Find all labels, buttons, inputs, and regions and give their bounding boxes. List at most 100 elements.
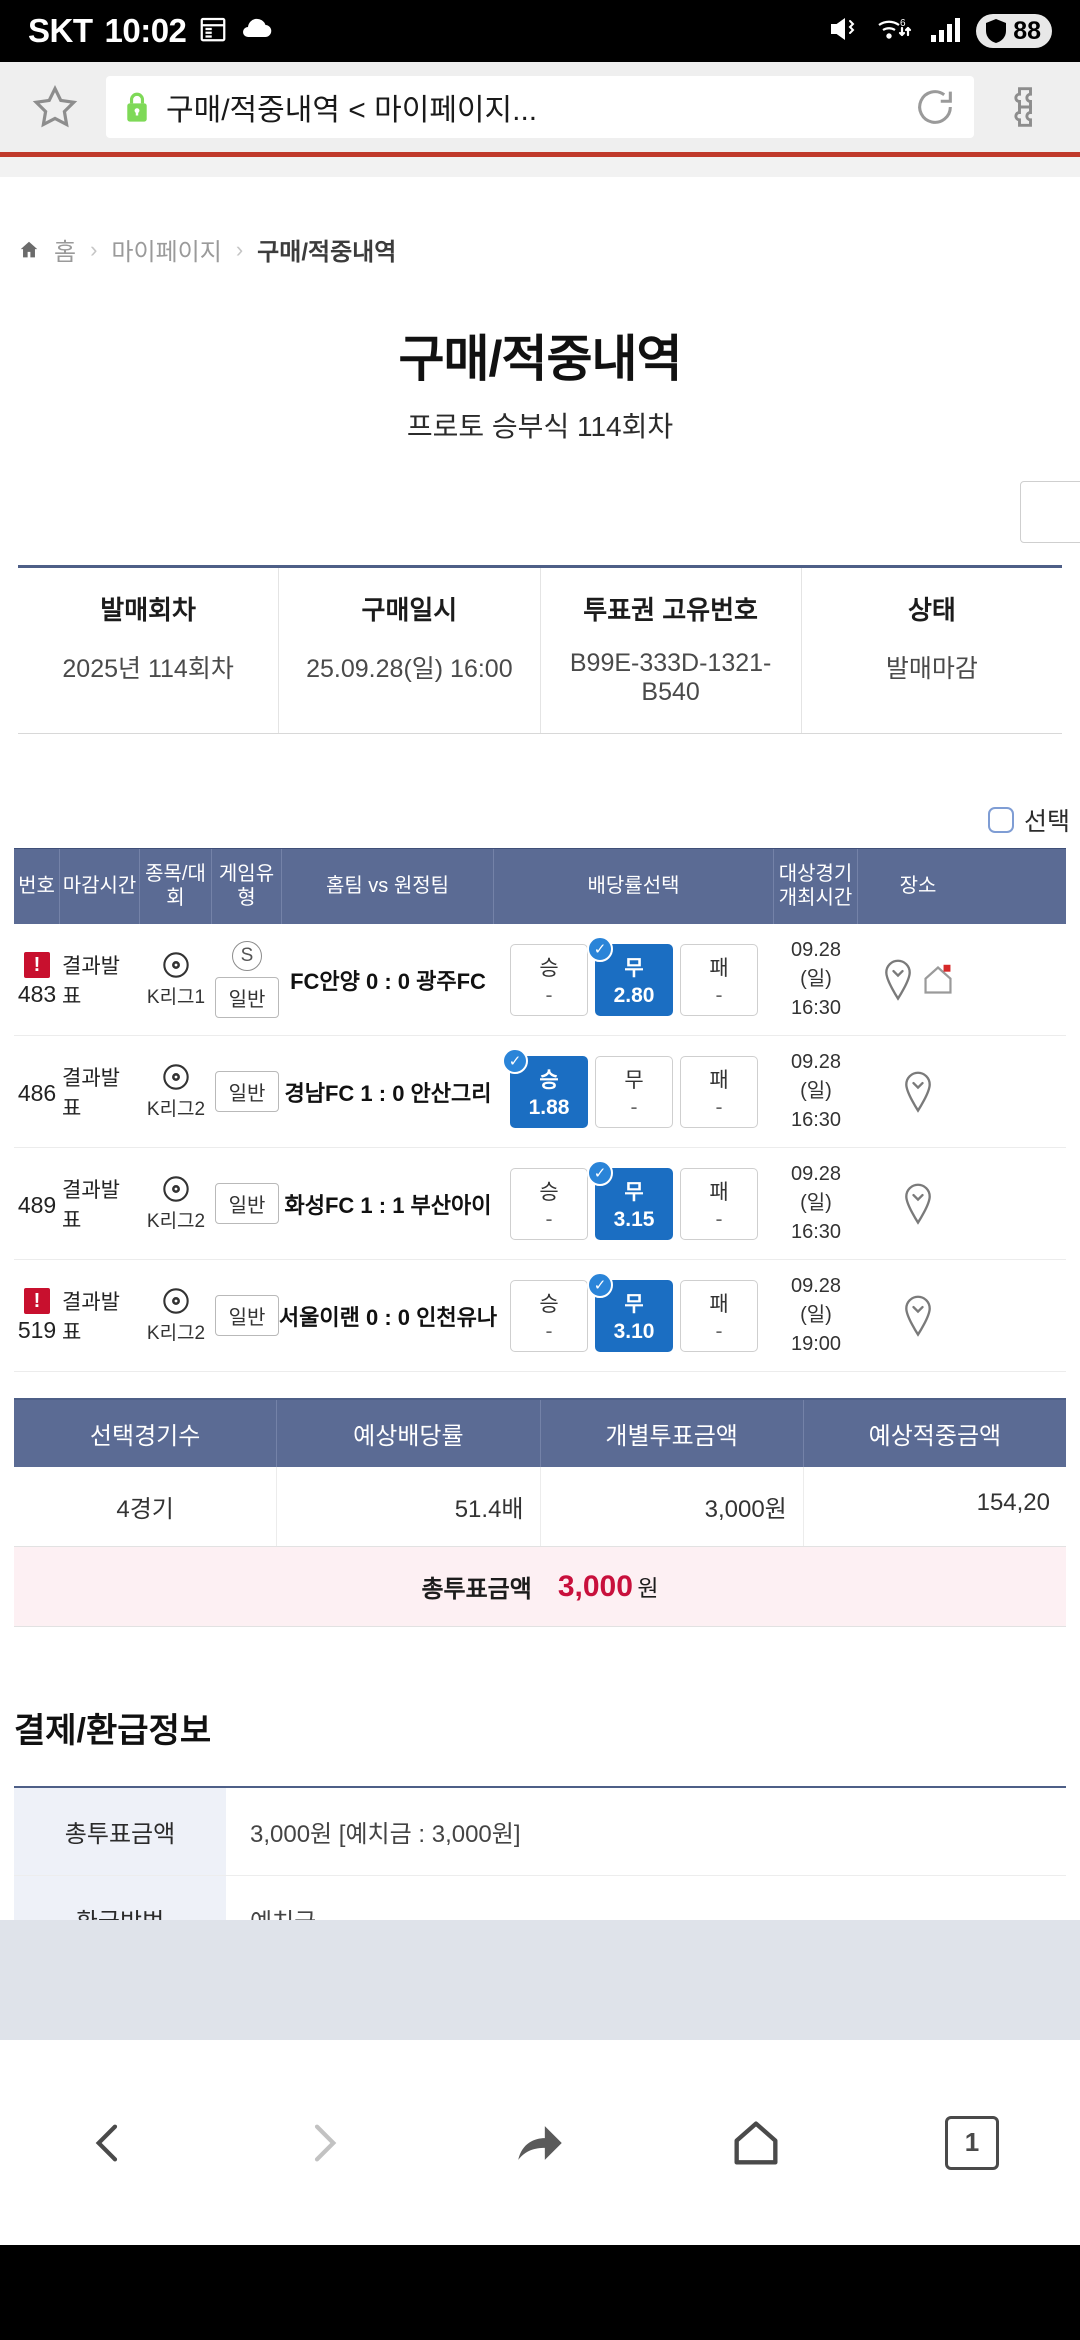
odds-option-승[interactable]: 승-: [510, 1167, 588, 1240]
deadline-text: 결과발표: [62, 1290, 120, 1344]
info-key: 투표권 고유번호: [583, 595, 758, 625]
table-row[interactable]: ! 519 결과발표 K리그2 일반 서울이랜 0 : 0 인천유나 승 - ✓ 무 3.10 패 -0…: [14, 1260, 1066, 1373]
odds-option-승[interactable]: 승-: [510, 1279, 588, 1352]
odds-option-무[interactable]: 무-: [595, 1055, 673, 1128]
cell-deadline: 결과발표: [60, 924, 140, 1035]
col-header-deadline: 마감시간: [60, 849, 140, 925]
battery-level: 88: [1013, 16, 1041, 45]
extensions-button[interactable]: [992, 83, 1058, 131]
home-icon: [20, 241, 38, 257]
cell-gametype: S 일반: [212, 924, 282, 1035]
wifi-6-icon: 6: [876, 14, 916, 48]
cell-no: ! 519: [14, 1260, 60, 1371]
gametype-chip: 일반: [214, 977, 280, 1019]
info-key: 발매회차: [100, 595, 196, 625]
match-date: 09.28 (일): [790, 939, 842, 991]
address-bar[interactable]: 구매/적중내역 < 마이페이지...: [106, 76, 974, 138]
cell-no: ! 483: [14, 924, 60, 1035]
tabs-icon: 1: [945, 2115, 999, 2170]
checkbox-unchecked-icon[interactable]: [987, 807, 1014, 833]
info-value: 발매마감: [885, 655, 978, 683]
odds-option-패[interactable]: 패-: [680, 1055, 758, 1128]
cell-gametype: 일반: [212, 1260, 282, 1371]
forward-button[interactable]: [216, 2115, 432, 2171]
browser-toolbar: 구매/적중내역 < 마이페이지...: [0, 62, 1080, 152]
odds-label: 승: [539, 1180, 559, 1204]
table-row[interactable]: 489 결과발표 K리그2 일반 화성FC 1 : 1 부산아이 승 - ✓ 무 3.15 패 -09…: [14, 1148, 1066, 1261]
calendar-icon: [198, 14, 228, 48]
summary-col-odds: 예상배당률: [277, 1400, 541, 1468]
star-outline-icon: [32, 84, 78, 128]
match-date: 09.28 (일): [790, 1051, 842, 1103]
page-bottom-strip: [0, 1920, 1080, 2040]
summary-value-odds: 51.4배: [277, 1467, 541, 1547]
odds-value: -: [715, 1207, 723, 1231]
special-s-icon: S: [232, 941, 262, 972]
page-header: 구매/적중내역 프로토 승부식 114회차: [0, 319, 1080, 445]
cell-gametype: 일반: [212, 1036, 282, 1147]
summary-value-stake: 3,000원: [541, 1467, 804, 1547]
odds-label: 패: [709, 956, 729, 980]
odds-option-승[interactable]: 승-: [510, 943, 588, 1016]
breadcrumb-item-home[interactable]: 홈: [54, 239, 77, 266]
breadcrumb-item-mypage[interactable]: 마이페이지: [111, 239, 222, 266]
home-button[interactable]: [648, 2114, 864, 2172]
progress-bar: [0, 152, 1080, 157]
odds-option-승[interactable]: ✓ 승 1.88: [502, 1047, 588, 1128]
location-pin-icon: [905, 1295, 931, 1337]
table-row[interactable]: 486 결과발표 K리그2 일반 경남FC 1 : 0 안산그리 ✓ 승 1.88 무 - 패 -09…: [14, 1036, 1066, 1149]
summary-value-games: 4경기: [14, 1467, 278, 1547]
select-all-label: 선택: [1023, 808, 1070, 836]
match-time: 16:30: [790, 1109, 842, 1132]
bookmark-button[interactable]: [22, 83, 88, 131]
info-key: 구매일시: [361, 595, 458, 625]
odds-option-무[interactable]: ✓ 무 2.80: [587, 935, 673, 1016]
summary-value-payout: 154,20: [976, 1489, 1050, 1517]
table-row[interactable]: ! 483 결과발표 K리그1 S 일반 FC안양 0 : 0 광주FC 승 - ✓ 무 2.80 패 -…: [14, 924, 1066, 1037]
teams-text: 화성FC 1 : 1 부산아이: [284, 1192, 492, 1218]
back-button[interactable]: [0, 2115, 216, 2171]
summary-col-payout: 예상적중금액: [868, 1423, 1002, 1451]
payment-section-title: 결제/환급정보: [14, 1712, 212, 1751]
status-bar: SKT 10:02: [0, 0, 1080, 62]
odds-option-패[interactable]: 패-: [680, 1167, 758, 1240]
ticket-info-row: 발매회차 2025년 114회차 구매일시 25.09.28(일) 16:00 …: [18, 568, 1062, 733]
clock-label: 10:02: [104, 12, 187, 49]
summary-col-games: 선택경기수: [14, 1400, 278, 1468]
match-number: 486: [17, 1079, 57, 1106]
odds-value: -: [630, 1095, 638, 1119]
odds-label: 패: [709, 1292, 729, 1316]
total-stake-value: 3,000: [557, 1570, 633, 1604]
cell-place[interactable]: [858, 924, 978, 1035]
odds-value: 3.15: [613, 1207, 655, 1231]
cell-odds: 승 - ✓ 무 3.10 패 -: [494, 1260, 774, 1371]
total-stake-row: 총투표금액 3,000 원: [14, 1547, 1066, 1628]
teams-text: 경남FC 1 : 0 안산그리: [284, 1080, 492, 1106]
match-number: 519: [17, 1316, 57, 1343]
odds-option-패[interactable]: 패-: [680, 943, 758, 1016]
odds-option-무[interactable]: ✓ 무 3.10: [587, 1271, 673, 1352]
soccer-ball-icon: [163, 1287, 189, 1314]
odds-option-무[interactable]: ✓ 무 3.15: [587, 1159, 673, 1240]
top-action-button[interactable]: [1020, 481, 1080, 543]
share-button[interactable]: [432, 2114, 648, 2172]
odds-option-패[interactable]: 패-: [680, 1279, 758, 1352]
deadline-text: 결과발표: [62, 954, 120, 1008]
signal-icon: [930, 15, 962, 47]
odds-label: 승: [539, 1068, 559, 1092]
league-name: K리그2: [146, 1210, 206, 1232]
cell-no: 486: [14, 1036, 60, 1147]
col-header-datetime-l1: 대상경기: [778, 863, 853, 885]
odds-label: 승: [539, 956, 559, 980]
cell-place[interactable]: [858, 1036, 978, 1147]
shield-icon: [986, 19, 1007, 43]
cell-no: 489: [14, 1148, 60, 1259]
cell-place[interactable]: [858, 1148, 978, 1259]
gametype-chip: 일반: [214, 1071, 280, 1113]
tabs-button[interactable]: 1: [864, 2115, 1080, 2170]
select-all-row[interactable]: 선택: [0, 802, 1070, 838]
check-icon: ✓: [587, 1159, 613, 1186]
cell-place[interactable]: [858, 1260, 978, 1371]
payment-row: 총투표금액 3,000원 [예치금 : 3,000원]: [14, 1788, 1066, 1877]
